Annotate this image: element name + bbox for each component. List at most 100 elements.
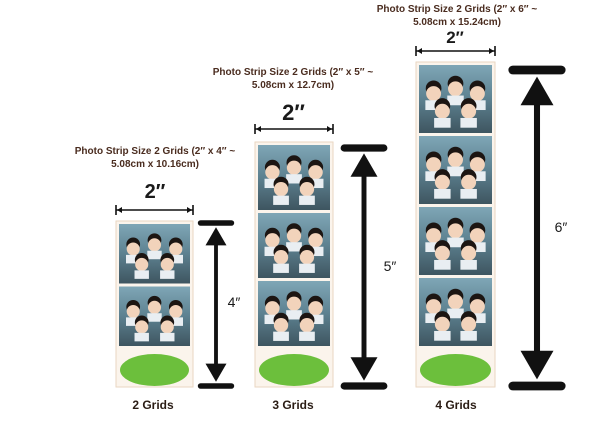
face-shape xyxy=(147,238,162,252)
face-shape xyxy=(426,299,442,315)
face-shape xyxy=(126,242,140,256)
face-shape xyxy=(434,316,450,332)
height-arrow-down-head xyxy=(520,350,554,380)
strip-2-width-arrow xyxy=(254,124,334,134)
shirt-shape xyxy=(447,308,464,319)
shirt-shape xyxy=(126,254,141,264)
shirt-shape xyxy=(264,314,281,325)
face-shape xyxy=(273,318,289,333)
strip-3-caption-line1: Photo Strip Size 2 Grids (2″ x 6″ ~ xyxy=(376,4,538,15)
shirt-shape xyxy=(447,166,464,177)
face-shape xyxy=(448,223,463,239)
face-shape xyxy=(448,294,463,310)
shirt-shape xyxy=(469,171,486,182)
shirt-shape xyxy=(460,117,477,128)
strip-3-width-label: 2″ xyxy=(446,28,464,47)
face-shape xyxy=(461,316,477,332)
face-shape xyxy=(308,233,323,248)
face-shape xyxy=(135,257,149,272)
strip-3-photo xyxy=(419,207,492,275)
shirt-shape xyxy=(460,330,477,341)
face-shape xyxy=(426,86,442,102)
strip-2-height-label: 5″ xyxy=(383,258,397,274)
strip-3-photo xyxy=(419,65,492,133)
face-shape xyxy=(469,228,485,244)
width-arrow-left-head xyxy=(256,126,261,132)
face-shape xyxy=(265,301,280,316)
face-shape xyxy=(461,103,477,119)
face-shape xyxy=(147,300,162,314)
face-shape xyxy=(448,152,463,168)
face-shape xyxy=(426,228,442,244)
face-shape xyxy=(286,160,302,175)
strip-2-photo xyxy=(258,145,330,210)
height-arrow-down-head xyxy=(350,357,378,381)
face-shape xyxy=(461,245,477,261)
height-arrow-down-head xyxy=(205,363,227,382)
shirt-shape xyxy=(168,254,183,264)
face-shape xyxy=(299,318,315,333)
strip-1-grid-label: 2 Grids xyxy=(132,398,174,412)
shirt-shape xyxy=(273,195,289,205)
face-shape xyxy=(265,233,280,248)
strip-3-footer-oval xyxy=(420,354,491,386)
shirt-shape xyxy=(460,259,477,270)
shirt-shape xyxy=(299,331,315,341)
shirt-shape xyxy=(286,310,302,320)
strip-2-height-arrow xyxy=(340,144,388,390)
face-shape xyxy=(273,182,289,197)
shirt-shape xyxy=(273,263,289,273)
strip-2-photo xyxy=(258,213,330,278)
shirt-shape xyxy=(425,171,442,182)
strip-3-caption: Photo Strip Size 2 Grids (2″ x 6″ ~ 5.08… xyxy=(362,3,552,29)
strip-3-height-label: 6″ xyxy=(554,219,568,235)
shirt-shape xyxy=(286,174,302,184)
shirt-shape xyxy=(469,100,486,111)
strip-3-photo xyxy=(419,278,492,346)
shirt-shape xyxy=(286,242,302,252)
shirt-shape xyxy=(425,313,442,324)
strip-2-caption-line2: 5.08cm x 12.7cm) xyxy=(251,80,335,91)
shirt-shape xyxy=(425,100,442,111)
shirt-shape xyxy=(307,178,324,189)
strip-2-caption: Photo Strip Size 2 Grids (2″ x 5″ ~ 5.08… xyxy=(198,66,388,92)
shirt-shape xyxy=(469,313,486,324)
face-shape xyxy=(308,165,323,180)
strip-3-photo xyxy=(419,136,492,204)
strip-1-caption: Photo Strip Size 2 Grids (2″ x 4″ ~ 5.08… xyxy=(60,145,250,171)
strip-2 xyxy=(254,141,334,388)
strip-2-footer-oval xyxy=(259,354,329,386)
face-shape xyxy=(160,257,174,272)
shirt-shape xyxy=(299,195,315,205)
strip-2-width-label: 2″ xyxy=(282,100,305,125)
width-arrow-right-head xyxy=(187,207,192,213)
height-arrow-up-head xyxy=(205,227,227,246)
face-shape xyxy=(469,86,485,102)
shirt-shape xyxy=(264,246,281,257)
shirt-shape xyxy=(134,332,149,342)
height-arrow-up-head xyxy=(520,76,554,106)
shirt-shape xyxy=(434,117,451,128)
shirt-shape xyxy=(307,246,324,257)
strip-2-caption-line1: Photo Strip Size 2 Grids (2″ x 5″ ~ xyxy=(212,67,374,78)
face-shape xyxy=(169,242,183,256)
shirt-shape xyxy=(168,317,183,326)
strip-1-caption-line1: Photo Strip Size 2 Grids (2″ x 4″ ~ xyxy=(74,146,236,157)
strip-1-height-arrow xyxy=(197,220,235,389)
face-shape xyxy=(469,157,485,173)
face-shape xyxy=(426,157,442,173)
strip-1-caption-line2: 5.08cm x 10.16cm) xyxy=(111,159,199,170)
shirt-shape xyxy=(469,242,486,253)
shirt-shape xyxy=(134,270,149,279)
height-arrow-up-head xyxy=(350,153,378,177)
shirt-shape xyxy=(160,332,175,342)
strip-1-photo xyxy=(119,224,190,284)
face-shape xyxy=(469,299,485,315)
strip-3-grid-label: 4 Grids xyxy=(435,398,477,412)
strip-1-height-label: 4″ xyxy=(227,294,241,310)
face-shape xyxy=(273,250,289,265)
shirt-shape xyxy=(273,331,289,341)
strip-1-photo xyxy=(119,286,190,346)
strip-3-height-arrow xyxy=(508,65,566,391)
face-shape xyxy=(461,174,477,190)
